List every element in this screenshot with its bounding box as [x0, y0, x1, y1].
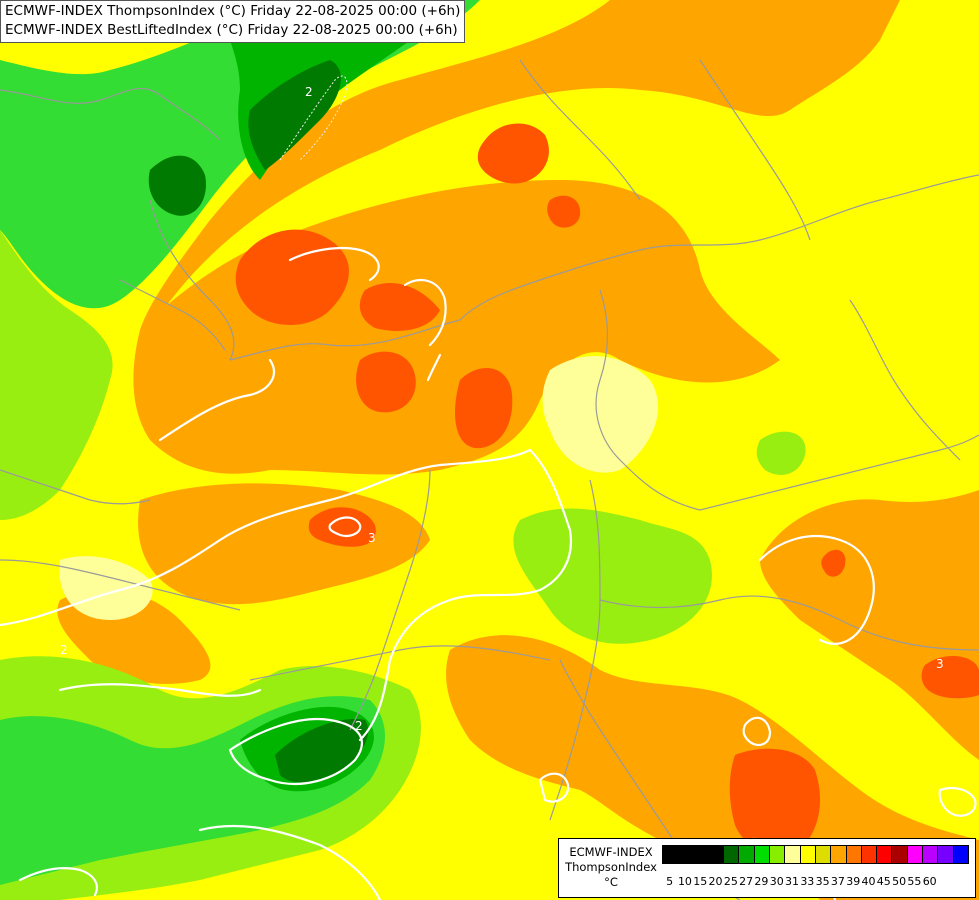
legend-tick-label: 39 [846, 875, 861, 888]
yellow-green-patch-east [756, 431, 806, 475]
hotspot-east [921, 655, 979, 699]
yellow-green-region-central [513, 508, 712, 644]
legend-tick-label: 33 [800, 875, 815, 888]
legend-label-unit: °C [604, 875, 618, 889]
hotspot-small-east [821, 549, 846, 577]
contour-lines [0, 246, 977, 900]
legend-swatch [845, 845, 862, 864]
hotspot-lower [308, 507, 376, 547]
legend-swatch [922, 845, 939, 864]
legend-swatch [830, 845, 847, 864]
legend-swatch [784, 845, 801, 864]
legend-tick-label: 31 [785, 875, 800, 888]
legend-tick-labels: 5 10 15 20 25 27 29 30 31 33 35 37 39 40 45 50 55 60 [662, 875, 937, 888]
legend-tick-label: 45 [876, 875, 891, 888]
dark-green-core-south [275, 719, 369, 783]
title-line-thompson-index: ECMWF-INDEX ThompsonIndex (°C) Friday 22… [5, 3, 461, 19]
hotspot-northwest [235, 229, 349, 325]
contour-label: 2 [60, 643, 68, 657]
legend-tick-label: 15 [693, 875, 708, 888]
legend-swatch [799, 845, 816, 864]
legend-tick-label: 35 [815, 875, 830, 888]
color-legend: ECMWF-INDEX ThompsonIndex °C 5 10 15 20 25 27… [558, 838, 976, 898]
legend-swatch [814, 845, 832, 864]
pale-yellow-region-center [542, 356, 659, 473]
legend-swatch [769, 845, 786, 864]
legend-label-parameter: ThompsonIndex [565, 860, 657, 874]
legend-tick-label: 37 [830, 875, 845, 888]
hotspot-central-3 [359, 282, 440, 331]
hotspot-central-2 [455, 368, 513, 449]
orange-region-central [140, 0, 900, 330]
legend-swatch [891, 845, 908, 864]
legend-swatch [738, 845, 755, 864]
legend-swatch [937, 845, 954, 864]
contour-label: 3 [936, 657, 944, 671]
legend-tick-label: 29 [754, 875, 769, 888]
legend-tick-label: 10 [677, 875, 692, 888]
legend-swatch [876, 845, 893, 864]
legend-swatch [952, 845, 969, 864]
orange-region-south [446, 635, 979, 900]
legend-swatch [662, 845, 679, 864]
legend-tick-label: 40 [861, 875, 876, 888]
green-region-west-band [0, 230, 113, 520]
hotspot-central-1 [356, 351, 416, 413]
hotspot-north-central [477, 123, 549, 184]
legend-tick-label: 20 [708, 875, 723, 888]
country-borders [0, 59, 979, 900]
legend-swatch [906, 845, 924, 864]
legend-tick-label: 55 [907, 875, 922, 888]
legend-swatch [860, 845, 878, 864]
legend-swatch [753, 845, 771, 864]
legend-tick-label: 50 [892, 875, 907, 888]
contour-label: 2 [355, 719, 363, 733]
legend-color-bar [662, 845, 969, 864]
dark-green-core-west [148, 155, 206, 216]
legend-swatch [692, 845, 709, 864]
map-title-box: ECMWF-INDEX ThompsonIndex (°C) Friday 22… [0, 0, 466, 43]
green-region-northwest [0, 0, 480, 309]
legend-swatch [677, 845, 694, 864]
legend-tick-label: 27 [739, 875, 754, 888]
title-line-best-lifted-index: ECMWF-INDEX BestLiftedIndex (°C) Friday … [5, 22, 458, 38]
orange-region-southeast [760, 490, 979, 760]
legend-label: ECMWF-INDEX ThompsonIndex °C [563, 845, 659, 890]
pale-yellow-region-southwest [59, 556, 153, 620]
hotspot-south [729, 748, 820, 854]
legend-tick-label: 30 [769, 875, 784, 888]
legend-tick-label: 25 [723, 875, 738, 888]
legend-label-model: ECMWF-INDEX [569, 845, 653, 859]
contour-label: 3 [368, 531, 376, 545]
contour-label: 2 [305, 85, 313, 99]
hotspot-small-north [547, 195, 581, 228]
legend-tick-label: 5 [666, 875, 674, 888]
legend-tick-label: 60 [922, 875, 937, 888]
legend-swatch [707, 845, 725, 864]
contour-line-north [279, 75, 348, 161]
dark-green-core-north [248, 60, 341, 170]
legend-swatch [723, 845, 740, 864]
